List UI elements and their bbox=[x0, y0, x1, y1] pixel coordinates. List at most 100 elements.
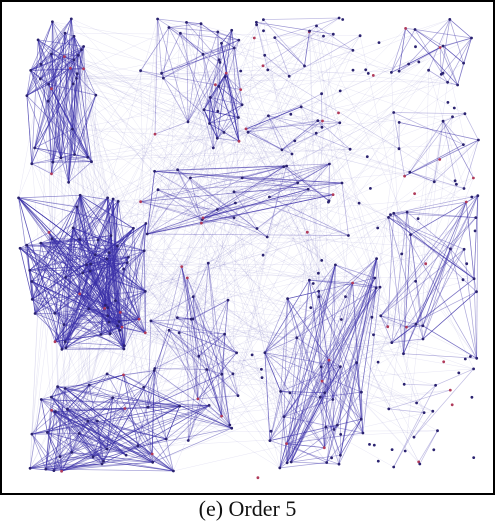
graph-edge bbox=[247, 115, 269, 133]
graph-node bbox=[223, 75, 227, 79]
graph-edge bbox=[165, 438, 174, 472]
graph-edge-faint bbox=[72, 128, 210, 406]
graph-node bbox=[308, 29, 311, 33]
graph-edge-faint bbox=[231, 30, 477, 359]
graph-edge bbox=[340, 258, 377, 456]
graph-edge-faint bbox=[283, 392, 325, 417]
graph-node bbox=[144, 222, 148, 225]
graph-edge-faint bbox=[106, 430, 438, 450]
graph-edge bbox=[221, 374, 231, 426]
graph-node bbox=[322, 446, 326, 450]
graph-edge bbox=[117, 201, 128, 263]
graph-edge-faint bbox=[256, 22, 417, 325]
graph-edge bbox=[286, 366, 341, 463]
graph-node bbox=[208, 96, 212, 99]
graph-edge bbox=[376, 258, 381, 288]
graph-node bbox=[104, 303, 107, 307]
graph-node bbox=[66, 407, 69, 411]
graph-edge bbox=[61, 405, 180, 472]
graph-node bbox=[377, 41, 381, 44]
graph-edge-faint bbox=[283, 323, 417, 417]
graph-edge-faint bbox=[113, 74, 442, 200]
graph-edge-faint bbox=[87, 132, 225, 422]
graph-edge bbox=[190, 177, 268, 238]
graph-edge bbox=[413, 368, 474, 438]
graph-edge bbox=[86, 264, 111, 334]
graph-edge-faint bbox=[340, 338, 424, 367]
graph-edge bbox=[323, 287, 377, 448]
graph-edge bbox=[154, 169, 178, 172]
graph-edge-faint bbox=[145, 291, 433, 412]
graph-node bbox=[235, 351, 239, 355]
graph-edge bbox=[108, 256, 129, 323]
graph-edge bbox=[281, 120, 319, 151]
graph-edge-faint bbox=[321, 113, 465, 128]
graph-node bbox=[336, 423, 339, 427]
graph-edge bbox=[356, 258, 377, 363]
graph-node bbox=[60, 469, 63, 473]
graph-edge bbox=[90, 256, 129, 272]
graph-edge bbox=[380, 315, 388, 327]
graph-node bbox=[33, 312, 37, 315]
graph-edge bbox=[388, 389, 451, 410]
graph-edge-faint bbox=[87, 373, 222, 422]
graph-node bbox=[196, 397, 200, 401]
graph-edge-faint bbox=[143, 76, 226, 388]
graph-node bbox=[416, 217, 420, 221]
graph-edge bbox=[202, 182, 298, 220]
graph-node bbox=[320, 125, 324, 129]
graph-node bbox=[405, 325, 408, 329]
graph-edge bbox=[177, 169, 202, 224]
graph-node bbox=[424, 262, 428, 266]
graph-edge bbox=[30, 18, 72, 71]
graph-edge-faint bbox=[179, 405, 280, 469]
graph-edge bbox=[247, 93, 322, 133]
graph-edge-faint bbox=[186, 22, 292, 463]
graph-edge bbox=[286, 443, 325, 449]
graph-node bbox=[46, 431, 49, 434]
graph-edge bbox=[408, 47, 441, 65]
graph-edge bbox=[463, 139, 479, 189]
graph-edge bbox=[217, 31, 239, 41]
graph-node bbox=[94, 93, 98, 97]
graph-node bbox=[215, 208, 219, 211]
graph-edge-faint bbox=[198, 217, 476, 357]
graph-edge bbox=[117, 228, 134, 247]
graph-edge bbox=[73, 36, 82, 50]
graph-edge bbox=[34, 197, 108, 314]
graph-edge bbox=[473, 278, 477, 292]
graph-edge bbox=[198, 333, 225, 357]
graph-edge-faint bbox=[145, 30, 310, 224]
graph-edge bbox=[137, 438, 167, 447]
graph-edge bbox=[388, 217, 451, 250]
graph-node bbox=[358, 34, 362, 38]
graph-edge bbox=[198, 355, 239, 396]
graph-edge-faint bbox=[51, 88, 327, 463]
graph-edge bbox=[210, 97, 239, 118]
graph-node bbox=[427, 68, 430, 72]
graph-edge bbox=[186, 277, 223, 375]
graph-edge-faint bbox=[242, 19, 450, 106]
graph-edge bbox=[399, 122, 479, 141]
graph-edge bbox=[441, 37, 472, 75]
graph-node bbox=[436, 429, 439, 433]
graph-edge bbox=[304, 30, 310, 66]
graph-edge bbox=[464, 113, 479, 141]
graph-node bbox=[285, 164, 288, 168]
graph-edge bbox=[422, 325, 477, 359]
graph-edge bbox=[154, 170, 343, 184]
graph-node bbox=[136, 444, 140, 448]
graph-edge bbox=[307, 163, 330, 190]
graph-node bbox=[376, 459, 380, 463]
graph-node bbox=[25, 243, 29, 247]
graph-edge-faint bbox=[202, 217, 297, 338]
graph-edge bbox=[245, 106, 302, 130]
graph-edge bbox=[34, 147, 62, 159]
graph-edge-faint bbox=[52, 21, 210, 406]
graph-edge-faint bbox=[324, 195, 478, 393]
graph-edge-faint bbox=[296, 337, 474, 370]
graph-edge bbox=[89, 384, 113, 399]
graph-edge bbox=[154, 170, 309, 190]
graph-node bbox=[255, 227, 259, 230]
graph-edge bbox=[123, 318, 140, 350]
